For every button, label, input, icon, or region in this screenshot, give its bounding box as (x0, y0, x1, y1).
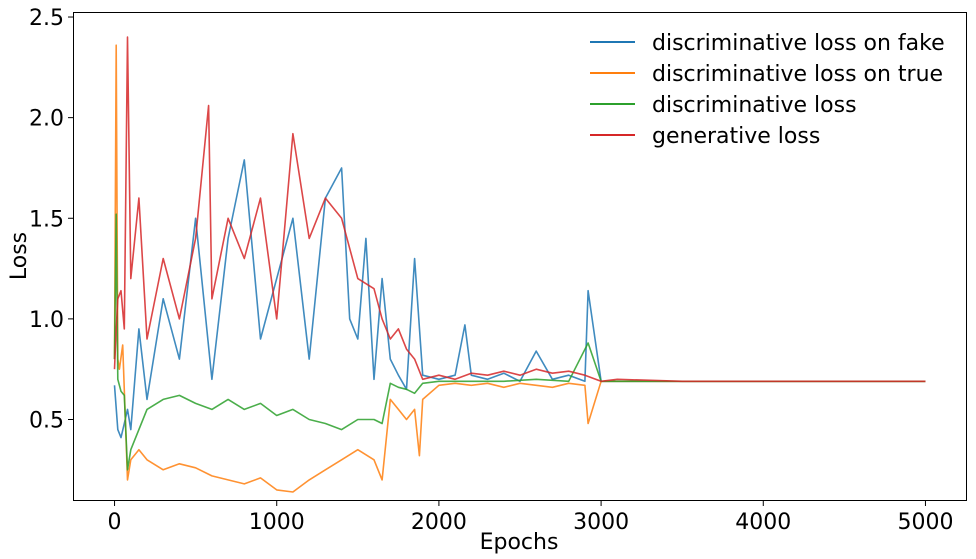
legend-label: discriminative loss on true (652, 62, 943, 87)
plot-frame (73, 12, 967, 501)
series-line-4 (113, 36, 926, 383)
x-tick-label: 2000 (411, 510, 467, 535)
y-axis-label: Loss (7, 232, 32, 280)
x-axis: 0 1000 2000 3000 4000 5000 (108, 500, 953, 535)
x-axis-label: Epochs (480, 530, 559, 555)
y-tick-label: 2.0 (29, 107, 64, 132)
series-line-2 (113, 44, 926, 493)
series-line-3 (113, 213, 926, 471)
y-tick-label: 2.5 (29, 6, 64, 31)
x-tick-label: 4000 (735, 510, 791, 535)
legend: discriminative loss on fake discriminativ… (590, 31, 945, 149)
y-axis: 0.5 1.0 1.5 2.0 2.5 (29, 6, 74, 434)
x-tick-label: 5000 (897, 510, 953, 535)
plot-lines (113, 36, 926, 493)
x-tick-label: 3000 (573, 510, 629, 535)
x-tick-label: 0 (108, 510, 122, 535)
legend-label: generative loss (652, 124, 820, 149)
legend-label: discriminative loss (652, 93, 857, 118)
legend-label: discriminative loss on fake (652, 31, 945, 56)
x-tick-label: 1000 (249, 510, 305, 535)
y-tick-label: 0.5 (29, 409, 64, 434)
y-tick-label: 1.5 (29, 207, 64, 232)
series-line-1 (113, 159, 926, 439)
y-tick-label: 1.0 (29, 308, 64, 333)
